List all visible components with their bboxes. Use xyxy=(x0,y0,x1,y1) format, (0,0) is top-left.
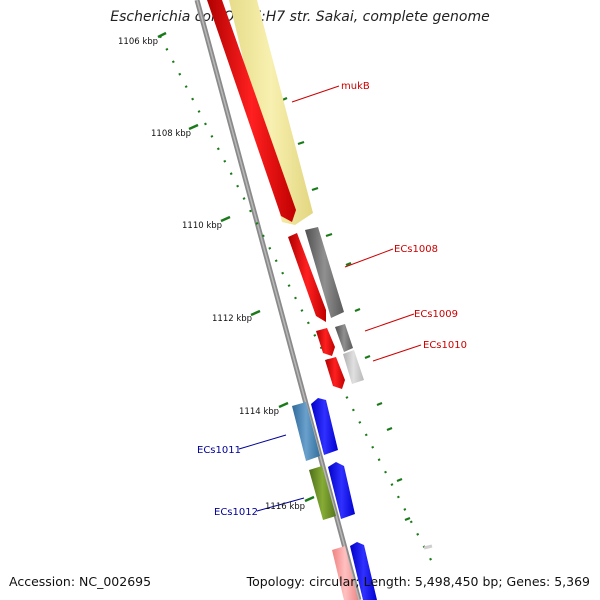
outer-tick-track xyxy=(279,96,411,522)
label-leaders xyxy=(238,85,422,512)
tick-label: 1112 kbp xyxy=(212,314,252,324)
feature-ECs1009[interactable] xyxy=(316,324,353,356)
tick-label: 1108 kbp xyxy=(151,129,191,139)
gene-label-ECs1012: ECs1012 xyxy=(214,507,258,518)
gene-label-ECs1009: ECs1009 xyxy=(414,309,458,320)
feature-bottom-pair[interactable] xyxy=(332,542,377,600)
gene-labels: mukB ECs1008 ECs1009 ECs1010 ECs1011 ECs… xyxy=(197,81,467,518)
tick-label: 1106 kbp xyxy=(118,37,158,47)
feature-mukB[interactable] xyxy=(207,0,313,225)
gene-label-ECs1010: ECs1010 xyxy=(423,340,467,351)
gene-label-ECs1011: ECs1011 xyxy=(197,445,241,456)
tick-label: 1116 kbp xyxy=(265,502,305,512)
gene-label-ECs1008: ECs1008 xyxy=(394,244,438,255)
major-tick xyxy=(250,309,261,317)
major-tick xyxy=(278,401,289,409)
feature-ECs1011[interactable] xyxy=(292,398,338,461)
scale-ring xyxy=(157,31,433,563)
accession-text: Accession: NC_002695 xyxy=(9,574,152,589)
feature-ECs1010[interactable] xyxy=(325,350,364,389)
major-tick xyxy=(304,495,315,503)
major-tick xyxy=(188,123,199,131)
major-tick xyxy=(220,215,231,223)
major-tick xyxy=(157,31,167,39)
tick-label: 1110 kbp xyxy=(182,221,222,231)
tick-labels: 1106 kbp 1108 kbp 1110 kbp 1112 kbp 1114… xyxy=(118,37,305,512)
feature-ECs1012[interactable] xyxy=(309,462,355,520)
tick-label: 1114 kbp xyxy=(239,407,279,417)
feature-ECs1008[interactable] xyxy=(288,227,344,322)
backbone xyxy=(194,0,362,600)
gene-label-mukB: mukB xyxy=(341,81,370,92)
genome-summary-text: Topology: circular; Length: 5,498,450 bp… xyxy=(246,574,590,589)
